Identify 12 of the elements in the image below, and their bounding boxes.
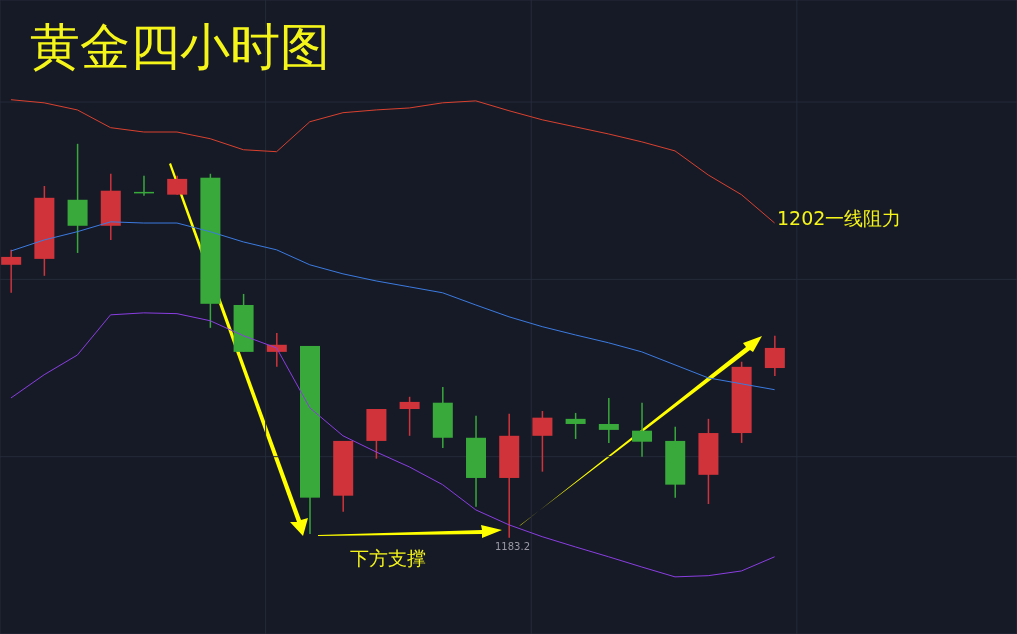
- candlestick: [167, 174, 188, 196]
- candlestick: [565, 412, 586, 440]
- chart-title: 黄金四小时图: [30, 18, 330, 76]
- annotation: 1202一线阻力: [777, 206, 902, 231]
- candlestick: [764, 334, 785, 377]
- candlestick: [598, 397, 619, 444]
- candlestick: [632, 401, 653, 458]
- text: 下方支撑: [350, 546, 426, 571]
- candlestick: [532, 410, 553, 473]
- candlestick: [399, 396, 420, 437]
- text: 1183.2: [495, 541, 530, 552]
- candlestick: [1, 249, 22, 294]
